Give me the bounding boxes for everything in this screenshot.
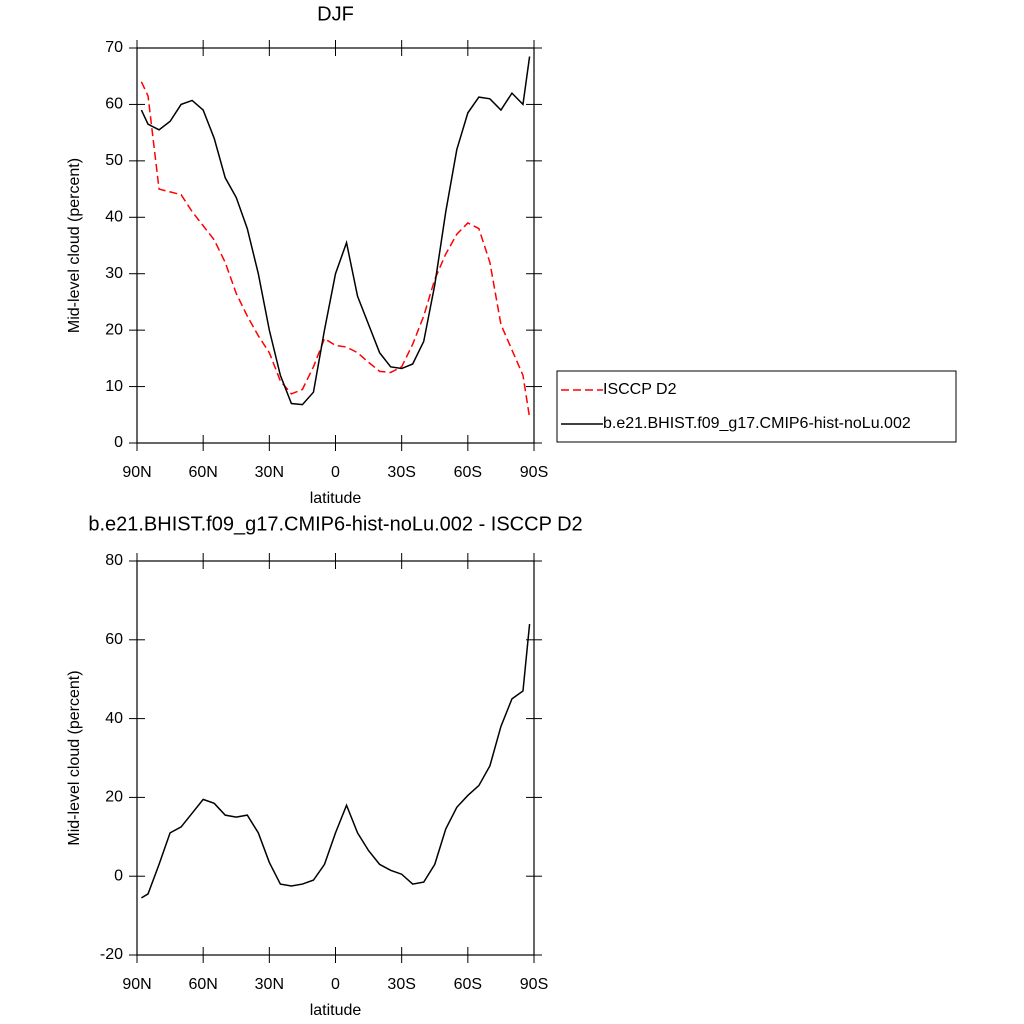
y-tick-label: 60 (105, 631, 123, 648)
y-tick-label: 60 (105, 96, 123, 113)
y-tick-label: 40 (105, 710, 123, 727)
y-tick-label: 30 (105, 265, 123, 282)
legend-label: ISCCP D2 (603, 381, 677, 398)
chart-title: DJF (317, 3, 354, 25)
legend-box (556, 370, 957, 443)
y-tick-label: 70 (105, 39, 123, 56)
y-tick-label: 20 (105, 789, 123, 806)
data-line (140, 56, 531, 406)
x-tick-label: 60N (188, 464, 217, 481)
x-tick-label: 30S (387, 464, 415, 481)
y-axis-label: Mid-level cloud (percent) (66, 670, 83, 845)
x-tick-label: 90S (520, 464, 548, 481)
x-axis-label: latitude (310, 1002, 362, 1019)
x-tick-label: 60S (454, 976, 482, 993)
plot-frame (136, 47, 535, 444)
y-tick-label: 0 (114, 867, 123, 884)
y-tick-label: 0 (114, 434, 123, 451)
x-tick-label: 30S (387, 976, 415, 993)
y-tick-label: 40 (105, 209, 123, 226)
y-tick-label: 20 (105, 321, 123, 338)
x-tick-label: 0 (331, 976, 340, 993)
x-axis-label: latitude (310, 490, 362, 507)
data-line (140, 81, 531, 418)
legend-label: b.e21.BHIST.f09_g17.CMIP6-hist-noLu.002 (603, 415, 911, 432)
x-tick-label: 90N (122, 976, 151, 993)
y-tick-label: 80 (105, 552, 123, 569)
plot-frame (136, 560, 535, 956)
data-line (141, 623, 531, 899)
x-tick-label: 0 (331, 464, 340, 481)
chart-title: b.e21.BHIST.f09_g17.CMIP6-hist-noLu.002 … (88, 513, 582, 535)
y-tick-label: 10 (105, 378, 123, 395)
x-tick-label: 30N (255, 464, 284, 481)
y-tick-label: 50 (105, 152, 123, 169)
x-tick-label: 60N (188, 976, 217, 993)
y-axis-label: Mid-level cloud (percent) (66, 158, 83, 333)
x-tick-label: 60S (454, 464, 482, 481)
x-tick-label: 90N (122, 464, 151, 481)
x-tick-label: 90S (520, 976, 548, 993)
y-tick-label: -20 (100, 946, 123, 963)
x-tick-label: 30N (255, 976, 284, 993)
